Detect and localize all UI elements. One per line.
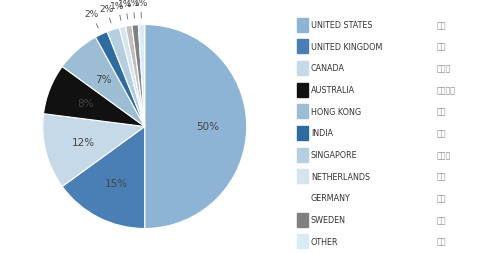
Text: 50%: 50% — [197, 122, 220, 132]
Text: 15%: 15% — [104, 178, 128, 188]
Text: 8%: 8% — [78, 99, 94, 109]
Text: 1%: 1% — [110, 2, 125, 21]
Text: 美国: 美国 — [437, 21, 446, 30]
Text: SWEDEN: SWEDEN — [311, 215, 346, 224]
Text: 印度: 印度 — [437, 129, 446, 138]
Text: UNITED STATES: UNITED STATES — [311, 21, 372, 30]
Text: 香港: 香港 — [437, 107, 446, 116]
Wedge shape — [62, 38, 145, 127]
Text: 其他: 其他 — [437, 237, 446, 246]
Text: SINGAPORE: SINGAPORE — [311, 150, 357, 160]
Wedge shape — [132, 26, 145, 127]
Text: OTHER: OTHER — [311, 237, 338, 246]
Text: 7%: 7% — [95, 75, 111, 85]
Text: 德国: 德国 — [437, 194, 446, 203]
Text: 2%: 2% — [99, 5, 113, 24]
Text: 2%: 2% — [85, 10, 99, 29]
Wedge shape — [43, 67, 145, 127]
Text: 荷兰: 荷兰 — [437, 172, 446, 181]
Text: 澳大利亚: 澳大利亚 — [437, 86, 456, 95]
Text: CANADA: CANADA — [311, 64, 345, 73]
Text: UNITED KINGDOM: UNITED KINGDOM — [311, 42, 382, 52]
Wedge shape — [119, 27, 145, 127]
Wedge shape — [62, 127, 145, 229]
Text: 1%: 1% — [118, 0, 132, 20]
Text: 1%: 1% — [126, 0, 140, 19]
Wedge shape — [138, 25, 145, 127]
Text: GERMANY: GERMANY — [311, 194, 351, 203]
Text: 瑞士: 瑞士 — [437, 215, 446, 224]
Text: NETHERLANDS: NETHERLANDS — [311, 172, 370, 181]
Text: 英国: 英国 — [437, 42, 446, 52]
Text: 1%: 1% — [134, 0, 148, 19]
Wedge shape — [43, 114, 145, 187]
Wedge shape — [126, 26, 145, 127]
Text: 12%: 12% — [72, 138, 95, 148]
Text: 加拿大: 加拿大 — [437, 64, 451, 73]
Text: HONG KONG: HONG KONG — [311, 107, 361, 116]
Wedge shape — [145, 25, 247, 229]
Text: AUSTRALIA: AUSTRALIA — [311, 86, 355, 95]
Wedge shape — [107, 29, 145, 127]
Text: 新加坡: 新加坡 — [437, 150, 451, 160]
Text: INDIA: INDIA — [311, 129, 333, 138]
Wedge shape — [96, 33, 145, 127]
